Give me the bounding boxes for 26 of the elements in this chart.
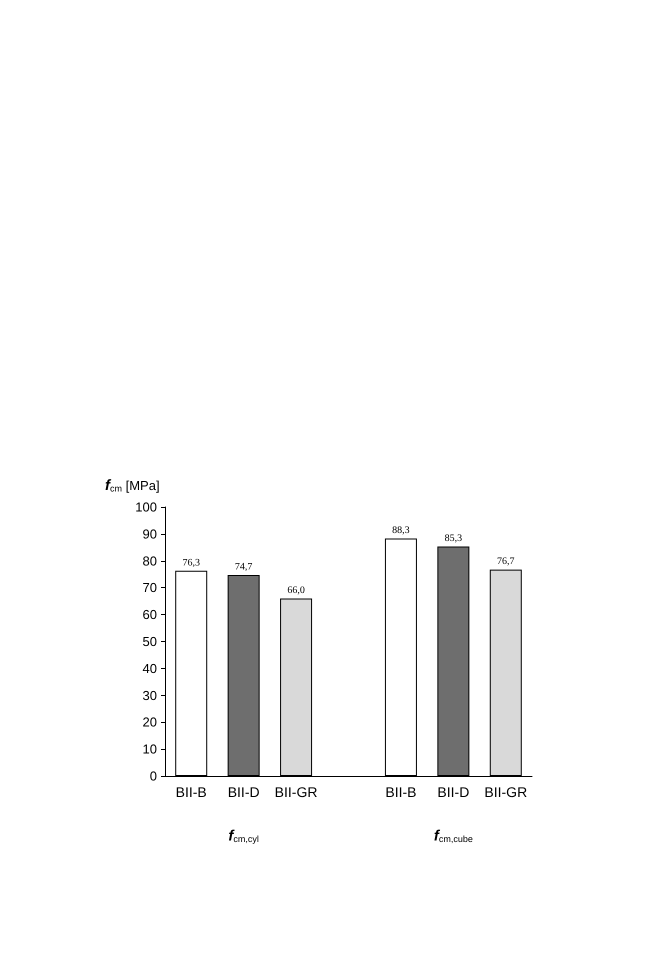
- data-label: 66,0: [287, 584, 305, 596]
- y-tick-label: 40: [142, 660, 157, 676]
- y-tick-label: 90: [142, 526, 157, 542]
- data-label: 88,3: [392, 524, 410, 536]
- x-tick-label: BII-B: [176, 784, 207, 800]
- x-tick-label: BII-D: [228, 784, 260, 800]
- data-label: 76,7: [497, 556, 515, 568]
- x-tick-label: BII-GR: [274, 784, 318, 800]
- text: fcm,cube: [434, 828, 473, 844]
- y-tick-label: 70: [142, 580, 157, 596]
- y-tick-label: 80: [142, 553, 157, 568]
- y-tick-label: 30: [142, 688, 157, 703]
- x-tick-label: BII-GR: [484, 784, 528, 800]
- x-tick-label: BII-D: [437, 784, 470, 800]
- y-tick-label: 20: [142, 714, 157, 730]
- data-label: 85,3: [444, 533, 462, 544]
- y-tick-label: 50: [142, 634, 157, 649]
- data-label: 74,7: [234, 562, 252, 573]
- y-tick-label: 0: [150, 768, 157, 784]
- y-axis-title: fcm [MPa]: [105, 477, 160, 494]
- y-tick-label: 10: [142, 742, 157, 757]
- x-tick-label: BII-B: [385, 784, 416, 800]
- data-label: 76,3: [182, 557, 200, 568]
- y-tick-label: 60: [142, 607, 157, 622]
- y-tick-label: 100: [135, 500, 157, 514]
- text: fcm,cyl: [228, 828, 259, 844]
